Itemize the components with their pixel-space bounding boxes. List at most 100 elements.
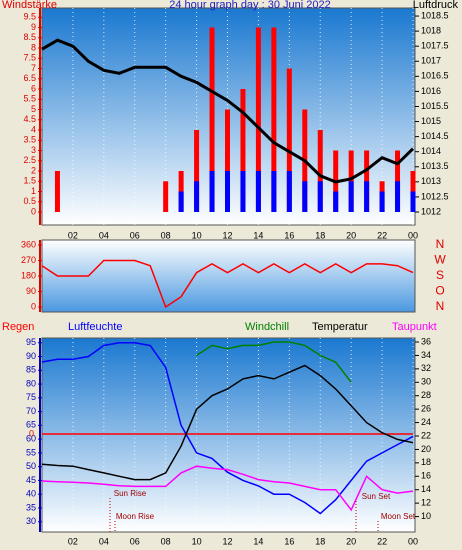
y-axis-title: Windstärke: [2, 0, 57, 11]
y2-tick-label: 1017.5: [421, 41, 449, 51]
y2-tick-label: 18: [421, 457, 431, 467]
y-tick-label: 9: [31, 22, 36, 32]
y-tick-label: 2: [31, 165, 36, 175]
y2-tick-label: 1017: [421, 56, 441, 66]
x-tick-label: 04: [99, 230, 109, 240]
direction-label: S: [436, 268, 444, 282]
x-tick-label: 12: [222, 536, 232, 546]
y-tick-label: 50: [26, 461, 36, 471]
x-tick-label: 16: [284, 230, 294, 240]
x-tick-label: 22: [377, 536, 387, 546]
y-tick-label: 90: [26, 286, 36, 296]
legend-label: Regen: [2, 321, 34, 333]
legend-label: Windchill: [245, 321, 289, 333]
x-tick-label: 14: [253, 230, 263, 240]
y-tick-label: 180: [21, 270, 36, 280]
y2-tick-label: 34: [421, 350, 431, 360]
x-tick-label: 20: [346, 536, 356, 546]
y2-tick-label: 16: [421, 471, 431, 481]
y-tick-label: 6: [31, 83, 36, 93]
legend-label: Luftfeuchte: [68, 321, 122, 333]
y2-tick-label: 32: [421, 363, 431, 373]
legend-label: Temperatur: [312, 321, 368, 333]
y2-tick-label: 1013.5: [421, 161, 449, 171]
y-tick-label: 70: [26, 406, 36, 416]
y2-tick-label: 22: [421, 430, 431, 440]
y2-tick-label: 1012.5: [421, 191, 449, 201]
y2-tick-label: 12: [421, 498, 431, 508]
y2-tick-label: 1014.5: [421, 131, 449, 141]
annotation: Sun Rise: [114, 489, 147, 498]
line: [41, 465, 414, 512]
plot-area: [41, 337, 416, 533]
plot-area: [41, 239, 416, 313]
y2-tick-label: 1012: [421, 206, 441, 216]
y-tick-label: 4: [31, 124, 36, 134]
y-tick-label: 5: [31, 104, 36, 114]
x-tick-label: 00: [408, 536, 418, 546]
y2-tick-label: 24: [421, 417, 431, 427]
x-tick-label: 20: [346, 230, 356, 240]
annotation: Sun Set: [362, 492, 391, 501]
y-tick-label: 9.5: [23, 12, 36, 22]
y-tick-label: 8.5: [23, 32, 36, 42]
y-tick-label: 8: [31, 42, 36, 52]
legend-label: Taupunkt: [392, 321, 437, 333]
direction-label: W: [434, 253, 446, 267]
y2-tick-label: 1016.5: [421, 71, 449, 81]
x-tick-label: 06: [130, 536, 140, 546]
x-tick-label: 04: [99, 536, 109, 546]
x-tick-label: 18: [315, 536, 325, 546]
y-tick-label: 360: [21, 239, 36, 249]
x-tick-label: 00: [408, 230, 418, 240]
y-tick-label: 35: [26, 502, 36, 512]
y-tick-label: 90: [26, 351, 36, 361]
x-tick-label: 08: [161, 536, 171, 546]
y-tick-label: 3: [31, 145, 36, 155]
x-tick-label: 14: [253, 536, 263, 546]
y-tick-label: 75: [26, 392, 36, 402]
y2-tick-label: 10: [421, 511, 431, 521]
y2-tick-label: 14: [421, 484, 431, 494]
x-tick-label: 16: [284, 536, 294, 546]
y-tick-label: 80: [26, 378, 36, 388]
x-tick-label: 02: [68, 536, 78, 546]
line: [41, 38, 415, 184]
y-tick-label: 40: [26, 489, 36, 499]
y-tick-label: 5.5: [23, 94, 36, 104]
x-tick-label: 22: [377, 230, 387, 240]
y2-tick-label: 1018: [421, 25, 441, 35]
y-tick-label: 6.5: [23, 73, 36, 83]
y-tick-label: 3.5: [23, 135, 36, 145]
y-tick-label: 1.5: [23, 176, 36, 186]
x-tick-label: 12: [222, 230, 232, 240]
y-tick-label: 60: [26, 434, 36, 444]
x-tick-label: 08: [161, 230, 171, 240]
x-tick-label: 02: [68, 230, 78, 240]
y-tick-label: 2.5: [23, 155, 36, 165]
y2-tick-label: 1018.5: [421, 10, 449, 20]
line: [196, 341, 352, 383]
y2-tick-label: 1013: [421, 176, 441, 186]
direction-label: N: [436, 237, 445, 251]
y2-tick-label: 1015.5: [421, 101, 449, 111]
y-tick-label: 55: [26, 447, 36, 457]
y-tick-label: 95: [26, 337, 36, 347]
y-tick-label: 0.5: [23, 196, 36, 206]
chart-title: 24 hour graph day : 30 Juni 2022: [169, 0, 330, 11]
line: [41, 259, 414, 309]
x-tick-label: 18: [315, 230, 325, 240]
annotation: Moon Set: [381, 512, 416, 521]
y-tick-label: 7.5: [23, 53, 36, 63]
y-tick-label: 0: [31, 301, 36, 311]
y-tick-label: 85: [26, 365, 36, 375]
y2-tick-label: 36: [421, 336, 431, 346]
x-tick-label: 10: [192, 230, 202, 240]
y3-tick-label: 0: [29, 428, 34, 438]
y-tick-label: 0: [31, 206, 36, 216]
y-tick-label: 7: [31, 63, 36, 73]
x-tick-label: 10: [192, 536, 202, 546]
y2-tick-label: 1015: [421, 116, 441, 126]
y-tick-label: 65: [26, 420, 36, 430]
